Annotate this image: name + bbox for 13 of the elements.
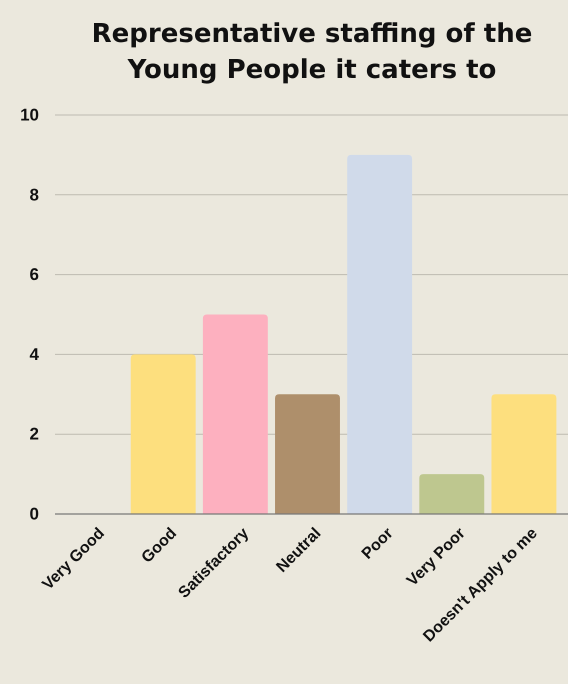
y-tick-label: 6 (30, 265, 39, 284)
y-tick-label: 2 (30, 424, 39, 444)
bar (491, 394, 556, 514)
y-tick-label: 4 (30, 344, 40, 364)
y-tick-label: 8 (30, 185, 39, 204)
bar (202, 314, 268, 514)
bar (275, 394, 340, 514)
y-tick-label: 0 (30, 504, 39, 524)
bar (130, 354, 196, 514)
bar (347, 154, 412, 514)
bar (419, 474, 484, 514)
y-tick-label: 10 (20, 105, 39, 124)
chart-title: Representative staffing of the Young People it caters to (92, 19, 532, 85)
